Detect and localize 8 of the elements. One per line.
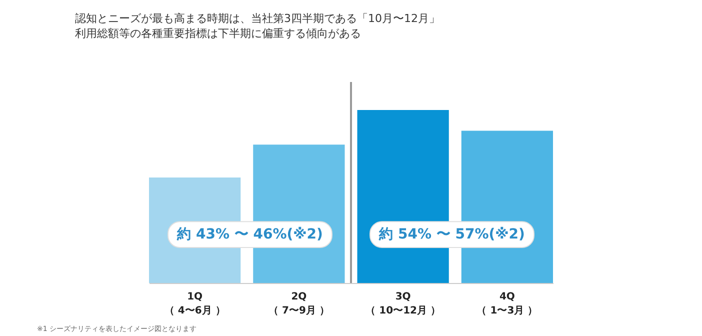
annotation: 約 43% 〜 46%(※2) (176, 226, 323, 243)
x-tick-label: 4Q （ 1〜3月 ） (476, 292, 538, 316)
chart-title: 認知とニーズが最も高まる時期は、当社第3四半期である「10月〜12月」 (75, 12, 440, 25)
chart-subtitle: 利用総額等の各種重要指標は下半期に偏重する傾向がある (75, 27, 361, 40)
annotation: 約 54% 〜 57%(※2) (378, 226, 525, 243)
x-tick-label: 3Q （ 10〜12月 ） (366, 292, 440, 316)
x-tick-label: 1Q （ 4〜6月 ） (164, 292, 226, 316)
x-tick-label: 2Q （ 7〜9月 ） (268, 292, 330, 316)
